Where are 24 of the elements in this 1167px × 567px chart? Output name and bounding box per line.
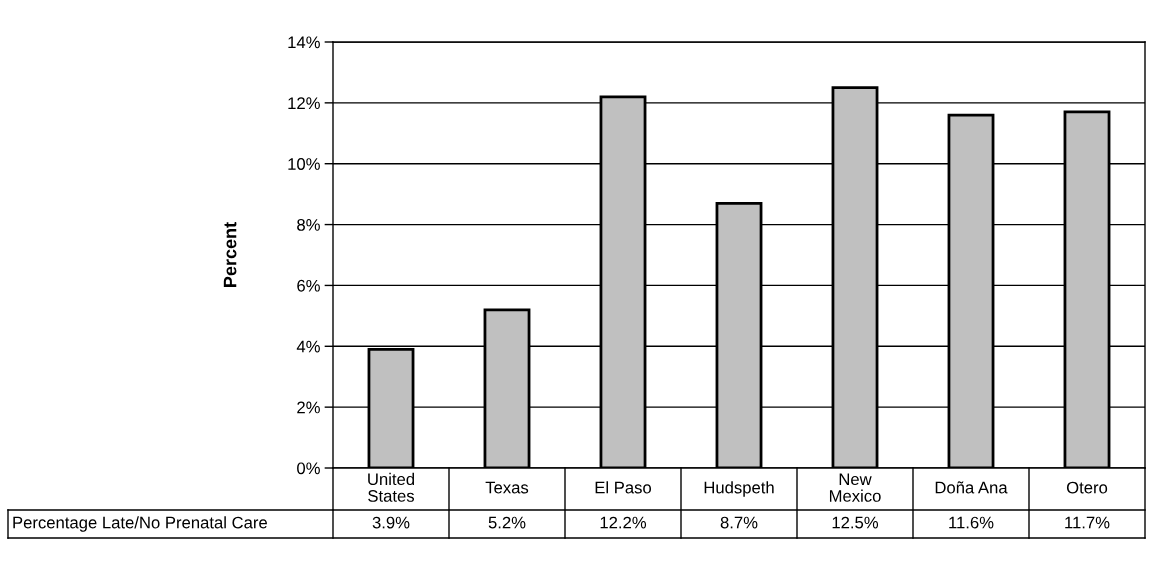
y-tick-label: 10% [288, 158, 320, 170]
data-label: 12.5% [832, 516, 879, 529]
data-label: 5.2% [488, 516, 526, 529]
y-tick-label: 6% [297, 279, 320, 292]
data-label: 3.9% [372, 516, 410, 529]
data-label: 11.6% [949, 516, 994, 529]
x-tick-label: Doña Ana [935, 481, 1008, 494]
y-axis-title: Percent [223, 222, 237, 287]
y-tick-label: 0% [297, 462, 320, 475]
y-tick-label: 8% [297, 218, 320, 231]
data-label: 12.2% [600, 516, 647, 529]
y-tick-label: 12% [288, 97, 320, 109]
x-tick-label: El Paso [595, 481, 652, 494]
x-tick-label: New Mexico [829, 473, 881, 502]
data-label: 11.7% [1065, 516, 1110, 529]
y-tick-label: 4% [296, 340, 320, 353]
x-tick-label: United States [368, 472, 415, 502]
y-tick-label: 2% [297, 401, 320, 414]
data-label: 8.7% [720, 516, 758, 529]
x-tick-label: Otero [1066, 481, 1108, 494]
y-tick-label: 14% [288, 36, 320, 49]
x-tick-label: Hudspeth [704, 481, 774, 497]
legend-label: Percentage Late/No Prenatal Care [13, 516, 267, 532]
x-tick-label: Texas [485, 481, 529, 494]
